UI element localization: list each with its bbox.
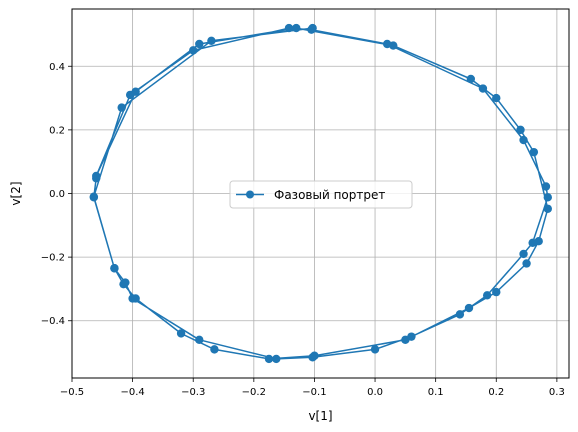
legend-marker-swatch <box>246 191 254 199</box>
x-tick-label: −0.3 <box>181 387 205 398</box>
data-point <box>479 84 487 92</box>
data-point <box>371 345 379 353</box>
legend-label: Фазовый портрет <box>274 188 385 202</box>
data-point <box>128 294 136 302</box>
data-point <box>492 94 500 102</box>
data-point <box>544 205 552 213</box>
data-point <box>407 332 415 340</box>
data-point <box>118 103 126 111</box>
data-point <box>121 278 129 286</box>
data-point <box>492 288 500 296</box>
data-point <box>308 24 316 32</box>
data-point <box>528 239 536 247</box>
x-tick-label: 0.0 <box>367 387 383 398</box>
data-point <box>126 91 134 99</box>
data-point <box>90 192 98 200</box>
data-point <box>210 345 218 353</box>
data-point <box>177 329 185 337</box>
y-tick-label: −0.2 <box>41 253 65 264</box>
data-point <box>195 40 203 48</box>
y-tick-label: 0.4 <box>49 62 65 73</box>
y-tick-label: 0.2 <box>49 125 65 136</box>
data-point <box>292 24 300 32</box>
data-point <box>544 193 552 201</box>
data-point <box>272 355 280 363</box>
x-tick-label: −0.2 <box>242 387 266 398</box>
data-point <box>207 37 215 45</box>
data-point <box>308 353 316 361</box>
data-point <box>519 250 527 258</box>
data-point <box>530 148 538 156</box>
data-point <box>195 336 203 344</box>
data-point <box>265 355 273 363</box>
y-tick-label: 0.0 <box>49 189 65 200</box>
data-point <box>542 182 550 190</box>
data-point <box>516 126 524 134</box>
data-point <box>467 75 475 83</box>
x-tick-label: −0.5 <box>60 387 84 398</box>
data-point <box>456 310 464 318</box>
y-axis-label: v[2] <box>9 181 23 205</box>
x-tick-label: −0.1 <box>302 387 326 398</box>
x-tick-label: 0.3 <box>549 387 565 398</box>
x-axis: −0.5 −0.4 −0.3 −0.2 −0.1 0.0 0.1 0.2 0.3 <box>60 378 565 398</box>
x-tick-label: −0.4 <box>120 387 144 398</box>
data-point <box>522 259 530 267</box>
data-point <box>483 291 491 299</box>
data-point <box>519 136 527 144</box>
data-point <box>189 46 197 54</box>
x-tick-label: 0.1 <box>428 387 444 398</box>
data-point <box>110 264 118 272</box>
x-tick-label: 0.2 <box>488 387 504 398</box>
legend: Фазовый портрет <box>230 181 412 208</box>
y-axis: −0.4 −0.2 0.0 0.2 0.4 <box>41 62 72 327</box>
data-point <box>92 172 100 180</box>
x-axis-label: v[1] <box>308 409 332 423</box>
data-point <box>285 24 293 32</box>
data-point <box>383 40 391 48</box>
data-point <box>465 304 473 312</box>
y-tick-label: −0.4 <box>41 316 65 327</box>
